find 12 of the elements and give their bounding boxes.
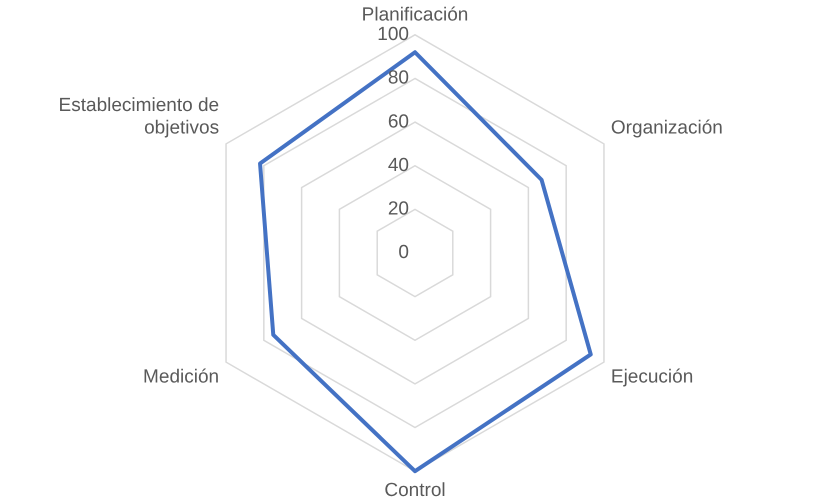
y-tick-label: 100 bbox=[377, 24, 409, 46]
spoke-label: Organización bbox=[610, 118, 723, 139]
spoke-label: Medición bbox=[143, 366, 220, 388]
y-tick-label: 40 bbox=[388, 154, 409, 176]
y-tick-label: 80 bbox=[388, 68, 409, 89]
spoke-label: Planificación bbox=[362, 4, 468, 26]
spoke-label: Control bbox=[384, 480, 446, 501]
spoke-label: Establecimiento de objetivos bbox=[58, 94, 220, 139]
y-tick-label: 60 bbox=[388, 111, 409, 132]
y-tick-label: 0 bbox=[398, 242, 409, 264]
spoke-label: Ejecución bbox=[610, 366, 694, 388]
y-tick-label: 20 bbox=[388, 198, 409, 220]
